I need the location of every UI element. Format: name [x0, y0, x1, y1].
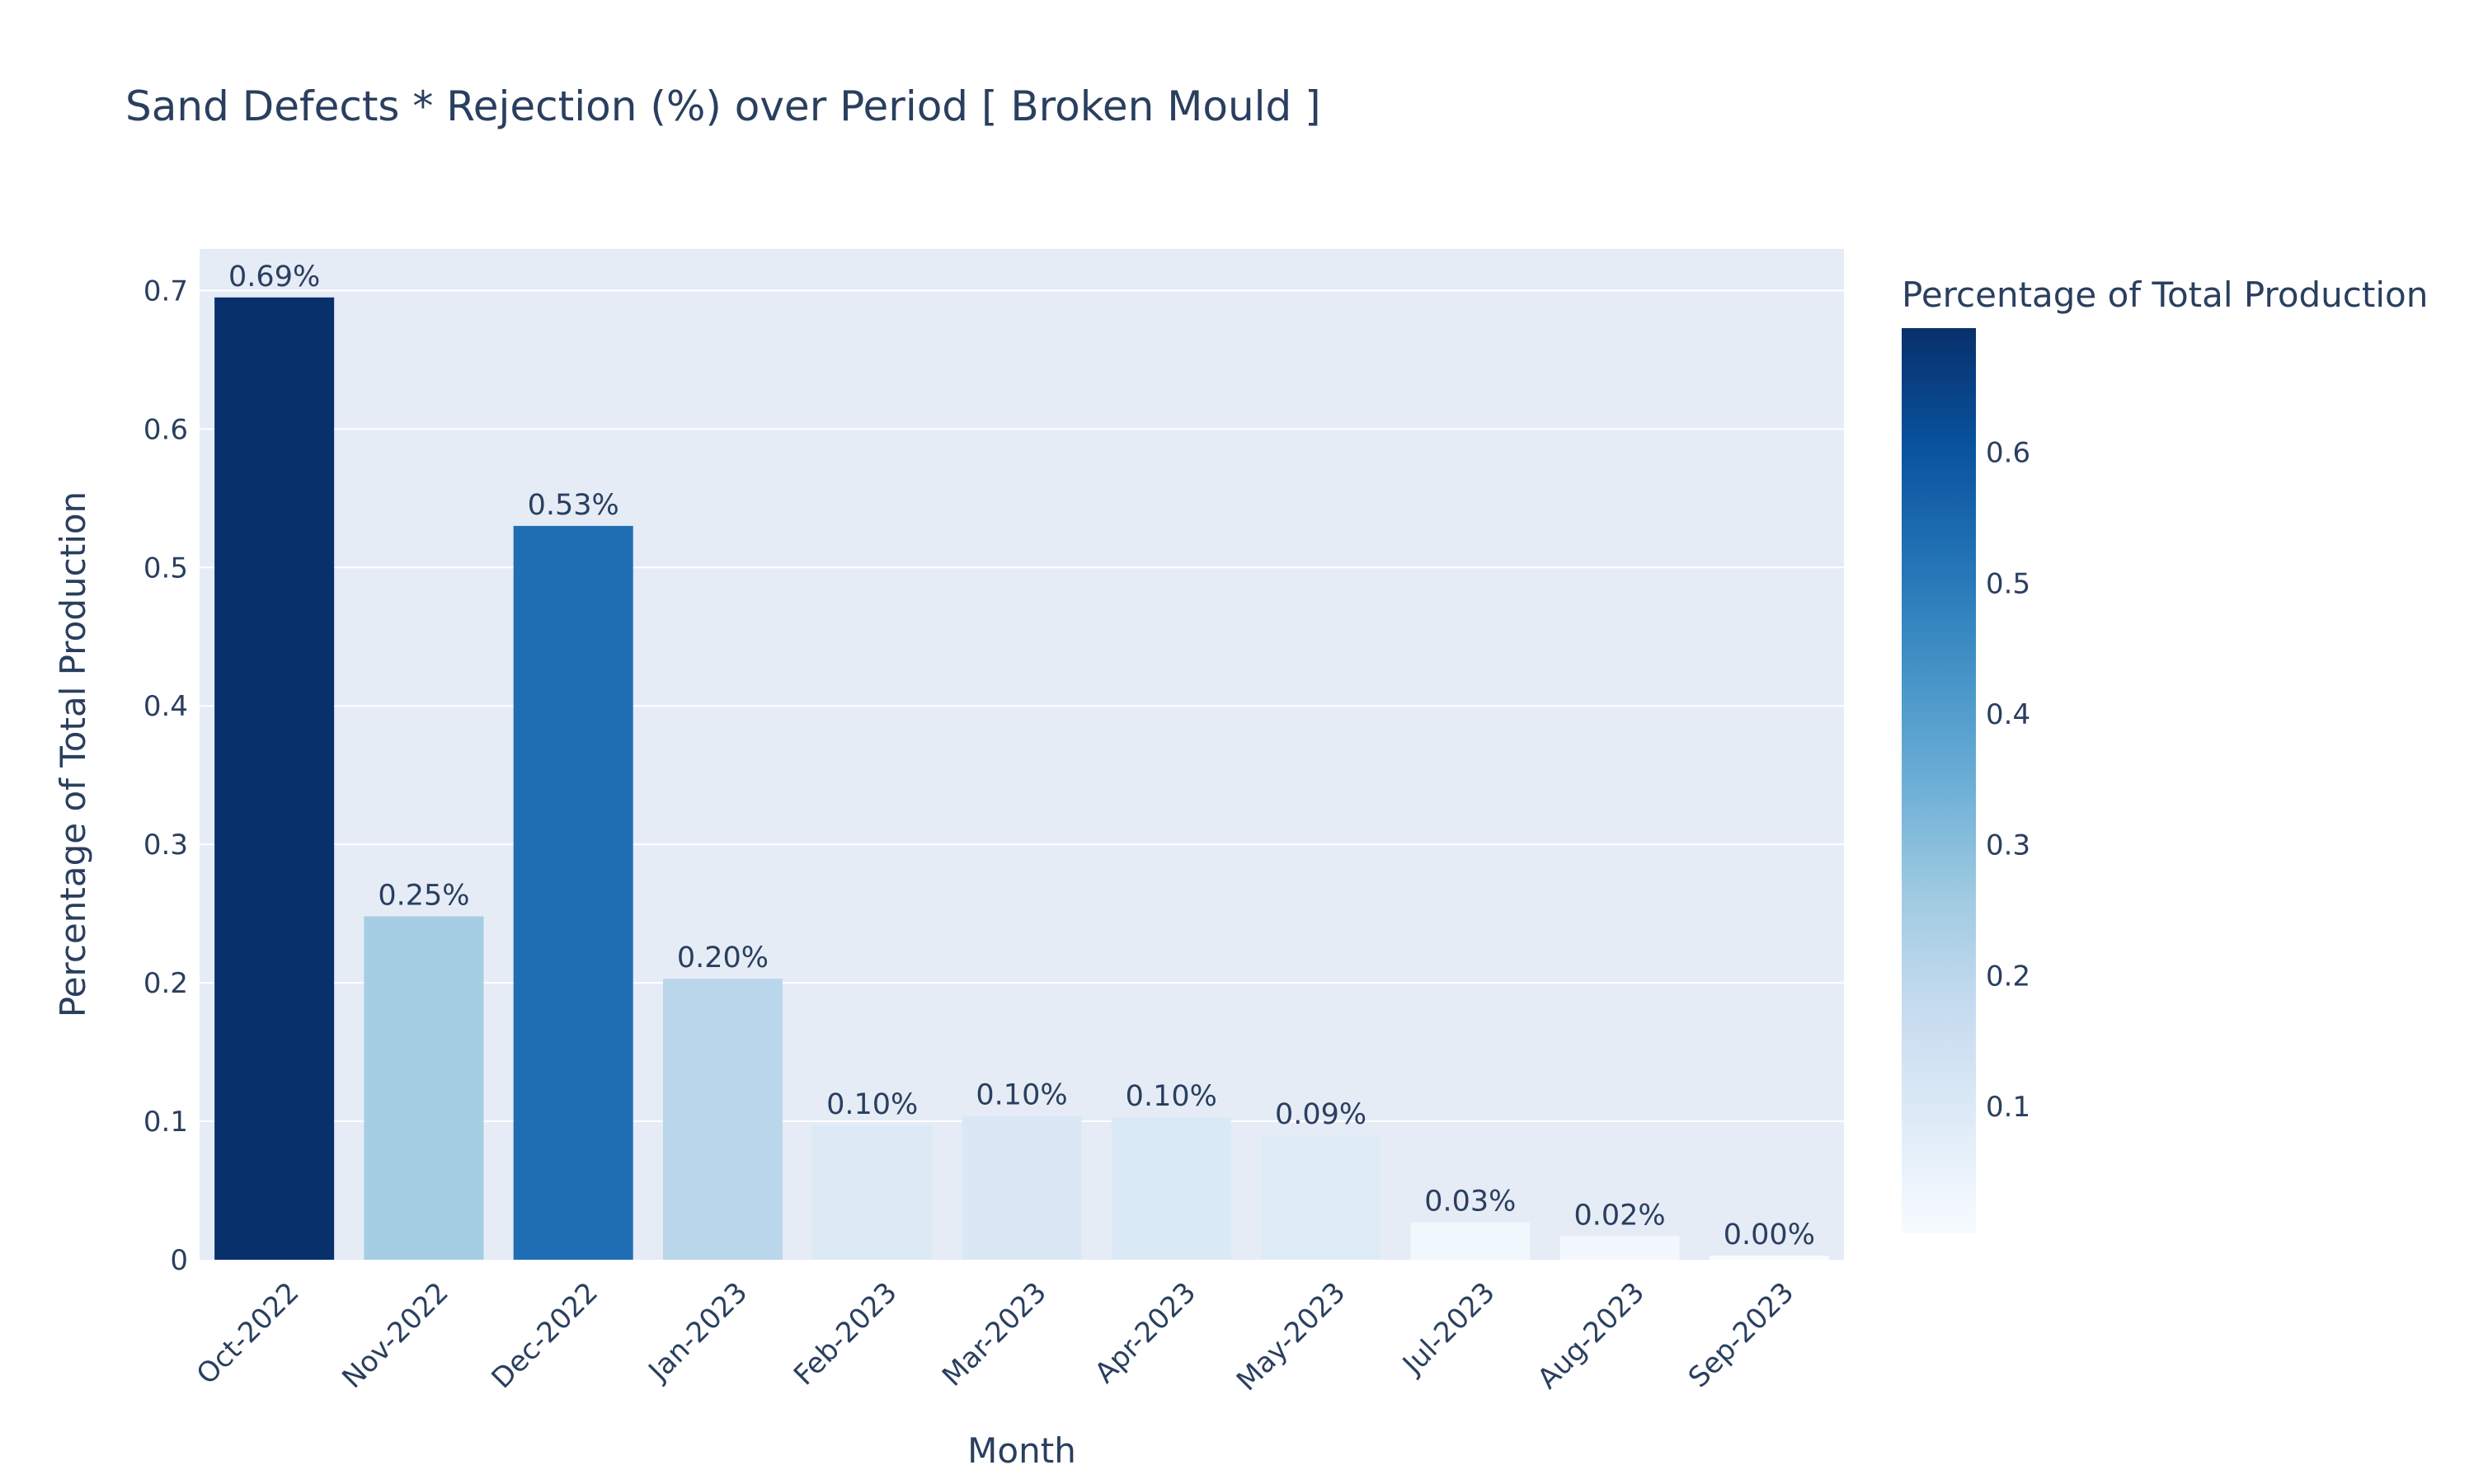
x-tick-label: Dec-2022: [485, 1276, 604, 1396]
y-axis-title: Percentage of Total Production: [53, 491, 93, 1017]
bars: [214, 297, 1829, 1261]
x-tick-label: Jul-2023: [1395, 1276, 1502, 1383]
x-tick-label: May-2023: [1230, 1276, 1352, 1397]
colorbar-tick-label: 0.2: [1986, 960, 2030, 993]
bar-data-label: 0.09%: [1275, 1098, 1366, 1131]
bar-nov-2022: [364, 916, 484, 1260]
bar-data-label: 0.10%: [1126, 1080, 1217, 1113]
y-tick-label: 0.4: [143, 690, 188, 723]
bar-data-label: 0.69%: [228, 261, 320, 294]
x-tick-label: Nov-2022: [336, 1276, 454, 1395]
y-tick-label: 0.3: [143, 829, 188, 862]
bar-data-label: 0.25%: [378, 879, 469, 912]
x-tick-label: Aug-2023: [1531, 1276, 1651, 1396]
bar-may-2023: [1261, 1134, 1381, 1260]
y-tick-label: 0.7: [143, 275, 188, 308]
x-tick-label: Feb-2023: [788, 1276, 904, 1392]
y-tick-label: 0.1: [143, 1106, 188, 1139]
bar-data-label: 0.53%: [528, 489, 619, 522]
bar-data-label: 0.10%: [976, 1078, 1067, 1111]
x-axis-ticks: Oct-2022 Nov-2022 Dec-2022 Jan-2023 Feb-2023…: [190, 1276, 1800, 1397]
bar-mar-2023: [962, 1115, 1082, 1260]
x-tick-label: Mar-2023: [936, 1276, 1053, 1393]
x-tick-label: Apr-2023: [1089, 1276, 1202, 1390]
bar-jan-2023: [662, 979, 783, 1260]
bar-apr-2023: [1111, 1117, 1231, 1260]
colorbar-tick-label: 0.5: [1986, 567, 2030, 600]
bar-jul-2023: [1410, 1222, 1531, 1260]
x-axis-title: Month: [967, 1430, 1076, 1471]
bar-data-label: 0.10%: [826, 1088, 918, 1121]
bar-aug-2023: [1559, 1236, 1680, 1260]
colorbar: Percentage of Total Production 0.1 0.2 0.3…: [1902, 275, 2428, 1233]
y-tick-label: 0.2: [143, 967, 188, 1000]
bar-data-label: 0.02%: [1573, 1199, 1665, 1232]
colorbar-tick-label: 0.4: [1986, 698, 2030, 731]
colorbar-tick-label: 0.1: [1986, 1091, 2030, 1124]
bar-data-label: 0.03%: [1424, 1186, 1516, 1219]
colorbar-tick-label: 0.3: [1986, 829, 2030, 862]
colorbar-ticks: 0.1 0.2 0.3 0.4 0.5 0.6: [1986, 437, 2030, 1124]
x-tick-label: Sep-2023: [1682, 1276, 1800, 1394]
bar-sep-2023: [1709, 1255, 1829, 1260]
y-axis-ticks: 0 0.1 0.2 0.3 0.4 0.5 0.6 0.7: [143, 275, 188, 1277]
y-tick-label: 0: [170, 1244, 188, 1277]
y-tick-label: 0.5: [143, 552, 188, 585]
bar-oct-2022: [214, 297, 335, 1261]
x-tick-label: Oct-2022: [190, 1276, 306, 1392]
bar-data-label: 0.00%: [1724, 1219, 1815, 1252]
y-tick-label: 0.6: [143, 413, 188, 446]
chart-title: Sand Defects * Rejection (%) over Period…: [125, 82, 1321, 130]
bar-feb-2023: [812, 1125, 933, 1260]
bar-data-labels: 0.69% 0.25% 0.53% 0.20% 0.10% 0.10% 0.10% 0.09%…: [228, 261, 1815, 1252]
colorbar-title: Percentage of Total Production: [1902, 275, 2428, 315]
colorbar-gradient: [1902, 328, 1976, 1233]
bar-data-label: 0.20%: [677, 942, 769, 974]
bar-dec-2022: [513, 525, 633, 1260]
x-tick-label: Jan-2023: [642, 1276, 755, 1389]
colorbar-tick-label: 0.6: [1986, 437, 2030, 470]
